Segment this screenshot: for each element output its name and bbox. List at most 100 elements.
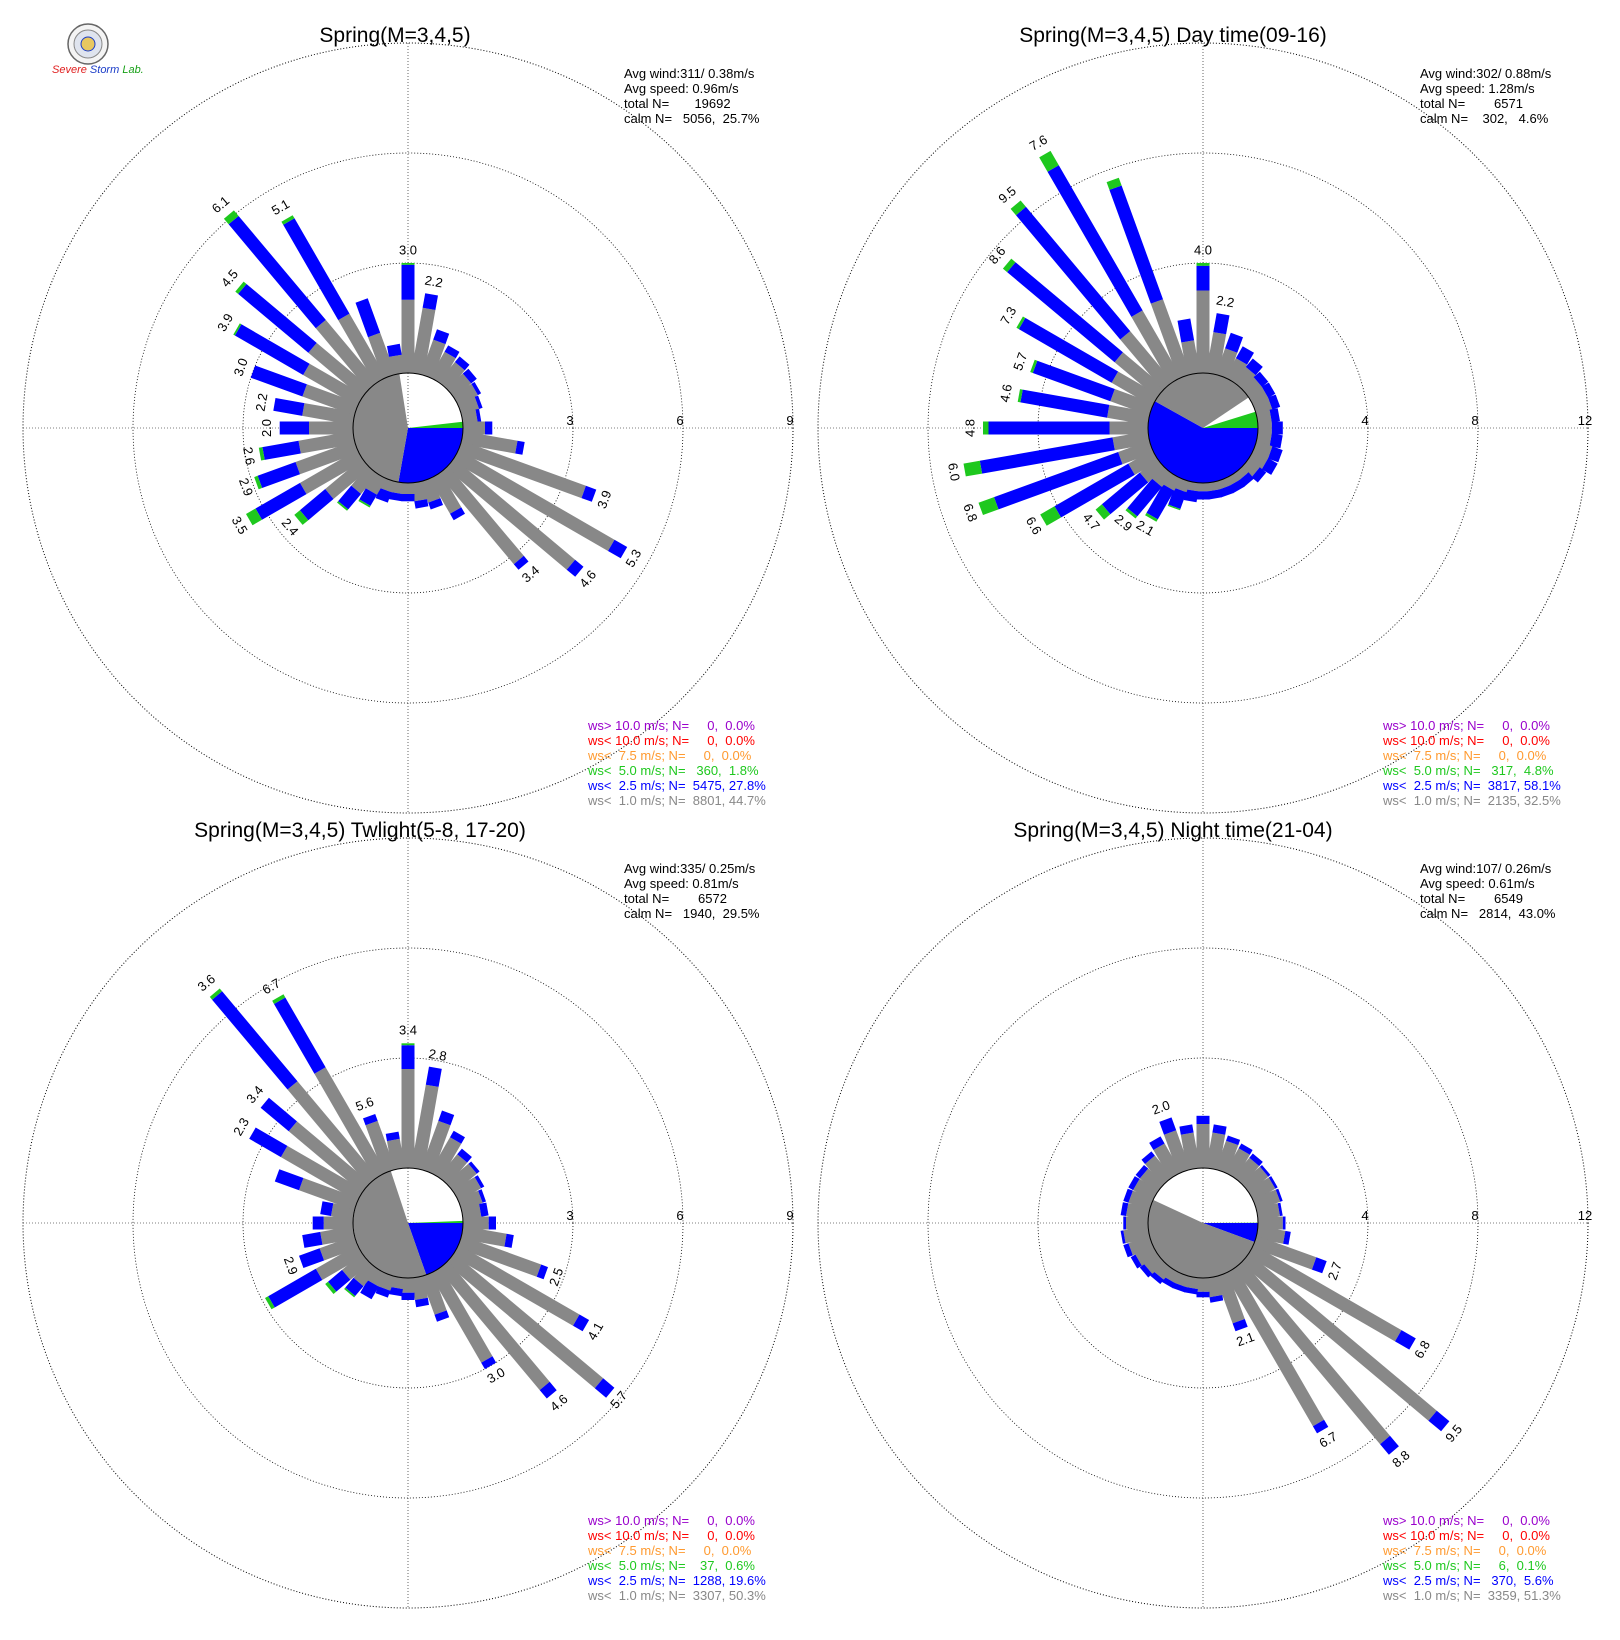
bar-value-label: 2.2 — [424, 273, 444, 291]
bar-segment-lt2_5 — [302, 1231, 323, 1248]
bar-segment-lt1 — [1139, 1168, 1165, 1193]
bar-segment-lt2_5 — [425, 1066, 442, 1087]
bar-segment-lt2_5 — [1020, 389, 1110, 418]
bar-segment-lt1 — [1139, 458, 1165, 483]
bar-segment-lt2_5 — [1249, 1153, 1263, 1167]
bar-segment-lt2_5 — [1196, 265, 1210, 291]
bar-segment-lt2_5 — [1179, 1124, 1194, 1135]
bar-segment-lt1 — [351, 466, 378, 494]
stats-line: total N= 19692 — [624, 96, 731, 111]
bar-segment-lt2_5 — [415, 1297, 429, 1308]
bar-segment-lt2_5 — [1196, 1115, 1210, 1124]
bar-segment-lt2_5 — [1261, 382, 1276, 398]
bar-segment-lt1 — [438, 1261, 550, 1391]
bar-segment-lt5 — [1106, 177, 1122, 190]
bar-segment-lt2_5 — [515, 440, 525, 455]
bar-segment-lt2_5 — [1275, 1188, 1283, 1202]
bar-segment-lt5 — [1145, 512, 1158, 522]
bar-segment-lt5 — [1040, 506, 1061, 526]
bar-segment-lt2_5 — [262, 440, 301, 460]
bar-segment-lt2_5 — [401, 1292, 415, 1300]
bar-segment-lt1 — [461, 409, 478, 425]
bar-value-label: 4.8 — [962, 419, 977, 437]
bar-value-label: 2.3 — [230, 1115, 252, 1138]
bar-segment-lt1 — [338, 313, 387, 384]
bar-segment-lt2_5 — [1225, 332, 1243, 353]
bar-segment-lt2_5 — [1312, 1419, 1329, 1434]
bar-segment-lt2_5 — [1183, 489, 1199, 503]
bar-segment-lt1 — [1120, 331, 1173, 390]
legend-entry: ws< 10.0 m/s; N= 0, 0.0% — [587, 733, 755, 748]
bar-segment-lt2_5 — [388, 1286, 403, 1297]
bar-segment-lt2_5 — [260, 1097, 297, 1132]
legend-entry: ws< 7.5 m/s; N= 0, 0.0% — [1382, 748, 1547, 763]
bar-segment-lt1 — [1144, 1253, 1165, 1274]
bar-segment-lt2_5 — [1268, 446, 1283, 463]
stats-line: calm N= 302, 4.6% — [1420, 111, 1549, 126]
bar-value-label: 2.0 — [259, 419, 274, 437]
bar-segment-lt2_5 — [478, 1189, 486, 1203]
calm-circle — [1147, 372, 1259, 484]
bar-segment-lt2_5 — [375, 1286, 391, 1298]
bar-segment-lt1 — [1128, 1235, 1154, 1256]
bar-segment-lt2_5 — [238, 284, 317, 353]
wind-rose-panel-2: 4 8 124.02.22.12.94.76.66.86.04.84.65.77.3… — [817, 24, 1592, 814]
bar-segment-lt1 — [1247, 1177, 1276, 1202]
bar-segment-lt2_5 — [573, 1314, 590, 1332]
stats-line: calm N= 5056, 25.7% — [624, 111, 760, 126]
bar-value-label: 7.6 — [1027, 132, 1050, 154]
legend-entry: ws> 10.0 m/s; N= 0, 0.0% — [1382, 1513, 1550, 1528]
stats-line: Avg speed: 0.81m/s — [624, 876, 739, 891]
bar-segment-lt2_5 — [988, 421, 1110, 435]
bar-segment-lt1 — [1126, 1216, 1148, 1230]
bar-segment-lt1 — [429, 1267, 493, 1363]
bar-segment-lt2_5 — [279, 421, 309, 435]
legend-entry: ws< 5.0 m/s; N= 37, 0.6% — [587, 1558, 755, 1573]
bar-segment-lt1 — [429, 472, 462, 514]
bar-segment-lt1 — [365, 472, 387, 495]
bar-value-label: 2.6 — [240, 446, 258, 466]
bar-segment-lt5 — [233, 323, 242, 336]
bar-segment-lt1 — [319, 1235, 359, 1261]
bar-segment-lt1 — [1153, 1143, 1182, 1179]
bar-segment-lt2_5 — [388, 491, 403, 502]
bar-segment-lt1 — [457, 1235, 542, 1277]
bar-segment-lt1 — [302, 403, 355, 425]
bar-value-label: 6.7 — [260, 975, 283, 997]
bar-segment-lt2_5 — [450, 507, 465, 521]
calm-pie-blue — [408, 1223, 463, 1275]
bar-segment-lt1 — [1247, 449, 1269, 470]
bar-segment-lt2_5 — [274, 1169, 304, 1191]
bar-segment-lt5 — [1016, 316, 1026, 330]
calm-circle — [352, 372, 464, 484]
bar-segment-lt2_5 — [257, 462, 300, 488]
bar-segment-lt5 — [294, 510, 309, 525]
legend-entry: ws< 1.0 m/s; N= 3359, 51.3% — [1382, 1588, 1561, 1603]
bar-segment-lt2_5 — [1282, 1216, 1286, 1230]
bar-segment-lt2_5 — [234, 324, 310, 375]
bar-segment-lt2_5 — [1141, 1151, 1155, 1164]
bar-segment-lt2_5 — [479, 1202, 489, 1217]
bar-segment-lt2_5 — [1150, 1271, 1164, 1285]
stats-line: Avg speed: 1.28m/s — [1420, 81, 1535, 96]
bar-segment-lt2_5 — [1120, 1230, 1126, 1244]
bar-segment-lt1 — [463, 1216, 489, 1230]
bar-value-label: 3.0 — [231, 356, 251, 378]
bar-segment-lt1 — [1145, 1155, 1173, 1185]
ring-label: 3 — [566, 413, 573, 428]
bar-segment-lt2_5 — [1196, 1291, 1210, 1298]
bar-segment-lt2_5 — [1380, 1435, 1399, 1455]
stats-line: Avg wind:302/ 0.88m/s — [1420, 66, 1552, 81]
bar-segment-lt5 — [344, 1287, 356, 1298]
bar-segment-lt2_5 — [1207, 489, 1222, 500]
bar-value-label: 6.1 — [209, 193, 232, 216]
bar-segment-lt2_5 — [299, 1248, 325, 1268]
bar-segment-lt1 — [1111, 371, 1159, 407]
bar-value-label: 9.5 — [995, 183, 1018, 206]
bar-value-label: 6.8 — [1411, 1338, 1433, 1361]
bar-segment-lt1 — [461, 1203, 482, 1220]
bar-segment-lt1 — [401, 1278, 415, 1293]
ring-label: 12 — [1578, 413, 1592, 428]
bar-segment-lt2_5 — [475, 408, 482, 423]
bar-segment-lt2_5 — [474, 395, 483, 409]
